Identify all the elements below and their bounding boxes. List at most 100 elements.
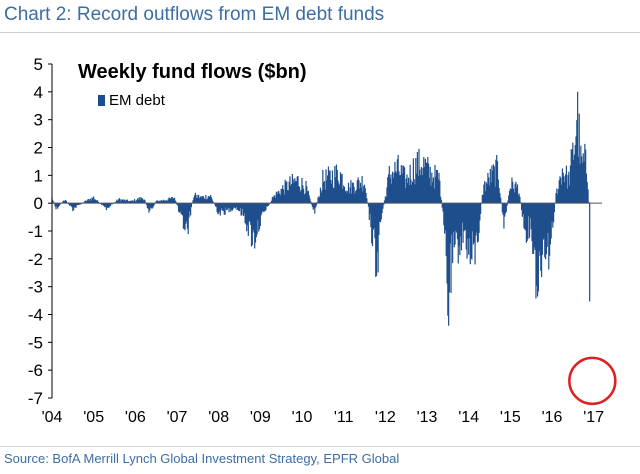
bar — [76, 203, 78, 206]
bar — [59, 203, 61, 205]
bar — [135, 200, 137, 204]
bar — [472, 203, 475, 245]
bar — [254, 203, 256, 249]
bar — [95, 200, 97, 204]
bar — [464, 203, 467, 230]
bar — [571, 149, 573, 204]
bar — [156, 200, 158, 204]
bar — [503, 203, 505, 229]
bar — [139, 199, 141, 204]
bar — [184, 203, 186, 231]
bar — [236, 203, 238, 210]
bar — [254, 203, 257, 243]
bar — [441, 203, 443, 208]
bar — [536, 203, 539, 297]
bar — [394, 161, 396, 204]
bar — [256, 203, 258, 235]
bar — [212, 201, 214, 204]
bar — [518, 193, 520, 204]
bar — [456, 203, 458, 233]
bar — [211, 199, 213, 204]
bar — [120, 201, 122, 204]
bar — [84, 201, 86, 204]
bar — [513, 192, 515, 204]
bar — [308, 195, 310, 204]
bar — [319, 187, 322, 204]
x-tick-label: '06 — [125, 409, 146, 426]
bar — [74, 203, 76, 208]
bar — [454, 203, 456, 245]
bar — [517, 195, 519, 204]
bar — [263, 203, 265, 212]
bar — [378, 203, 380, 235]
bar — [237, 203, 239, 210]
bar — [331, 170, 334, 204]
bar — [270, 200, 273, 204]
bar — [573, 154, 576, 204]
bar — [157, 201, 160, 204]
bar — [258, 203, 261, 230]
bar — [189, 203, 191, 212]
bar — [375, 203, 377, 277]
bar — [252, 203, 254, 230]
bar — [431, 172, 433, 204]
bar — [145, 203, 148, 205]
bar — [87, 199, 89, 204]
bar — [406, 174, 408, 204]
bar — [279, 195, 281, 204]
bar — [226, 203, 229, 210]
bar — [161, 200, 163, 204]
bar — [273, 195, 275, 204]
legend-label-em-debt: EM debt — [109, 92, 166, 109]
bar — [442, 203, 444, 212]
bar — [217, 203, 219, 215]
bar — [91, 197, 93, 204]
bar — [557, 194, 559, 204]
bar — [497, 179, 499, 204]
bar — [575, 136, 577, 204]
bar — [121, 199, 124, 204]
bar — [408, 185, 410, 204]
bar — [536, 203, 538, 286]
bar — [410, 179, 412, 204]
bar — [319, 197, 321, 204]
bar — [407, 177, 410, 204]
bar — [338, 183, 340, 204]
bar — [561, 184, 563, 204]
bar — [102, 203, 104, 206]
bar — [178, 203, 180, 212]
bar — [53, 201, 55, 204]
bar — [141, 198, 144, 204]
bar — [559, 176, 561, 204]
bar — [399, 175, 402, 204]
bar — [355, 189, 358, 204]
bar — [386, 187, 388, 204]
bar — [62, 200, 64, 204]
bar — [343, 186, 346, 204]
bar — [367, 203, 370, 207]
bar — [322, 169, 324, 204]
bar — [132, 200, 134, 204]
bar — [185, 203, 187, 224]
bar — [109, 203, 112, 207]
bar — [550, 203, 552, 239]
bar — [192, 200, 194, 204]
bar — [537, 203, 539, 292]
bar — [551, 203, 553, 222]
bar — [512, 188, 515, 204]
bar — [190, 203, 192, 216]
bar — [85, 201, 88, 204]
bar — [401, 173, 403, 204]
bar — [230, 203, 233, 210]
bar — [335, 177, 337, 204]
bar — [321, 190, 323, 204]
bar — [229, 203, 231, 209]
bar — [376, 203, 378, 252]
bar — [268, 203, 270, 205]
bar — [555, 193, 557, 204]
bar — [560, 177, 562, 204]
bar — [342, 188, 344, 204]
bar — [453, 203, 455, 248]
bar — [274, 195, 276, 204]
bar — [88, 199, 90, 204]
